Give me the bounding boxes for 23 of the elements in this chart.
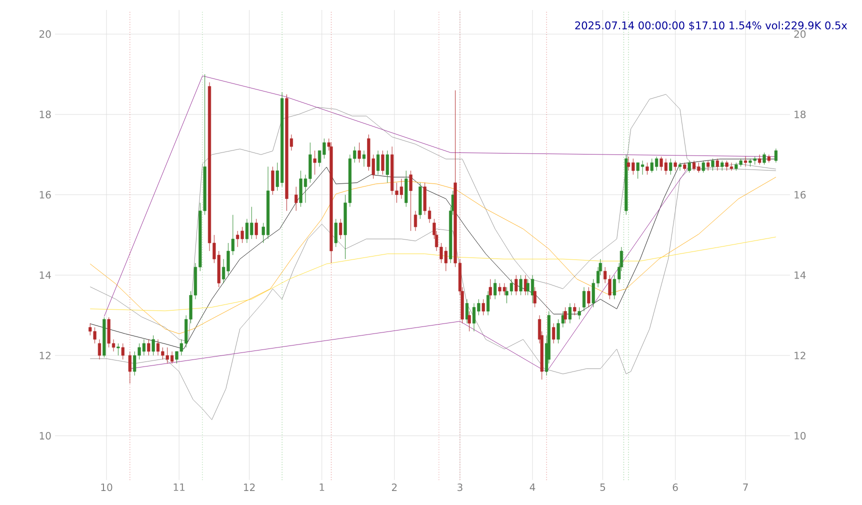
x-tick-label: 11 <box>174 484 185 491</box>
y2-tick-label: 10 <box>794 432 806 440</box>
y-tick-label: 12 <box>40 352 50 360</box>
y2-tick-label: 12 <box>794 352 806 360</box>
y-tick-label: 16 <box>40 190 51 199</box>
x-tick-label: 1 <box>320 484 324 491</box>
x-tick-label: 3 <box>458 484 462 492</box>
y-tick-label: 18 <box>40 110 51 118</box>
y2-tick-label: 14 <box>794 271 806 279</box>
y-tick-label: 14 <box>40 271 51 279</box>
y-tick-label: 20 <box>39 30 51 38</box>
y2-tick-label: 20 <box>794 30 806 38</box>
y2-tick-label: 16 <box>794 190 806 199</box>
x-tick-label: 4 <box>530 484 536 491</box>
x-tick-label: 6 <box>672 484 678 492</box>
x-tick-label: 7 <box>743 484 748 491</box>
text: 2025.07.14 00:00:00 $17.10 1.54% vol:229.9K 0.5x <box>575 21 848 31</box>
y2-tick-label: 18 <box>794 110 806 118</box>
x-tick-label: 10 <box>101 484 112 492</box>
y-tick-label: 10 <box>40 432 51 440</box>
x-tick-label: 12 <box>244 484 255 491</box>
x-tick-label: 2 <box>392 484 397 491</box>
x-tick-label: 5 <box>600 484 606 491</box>
